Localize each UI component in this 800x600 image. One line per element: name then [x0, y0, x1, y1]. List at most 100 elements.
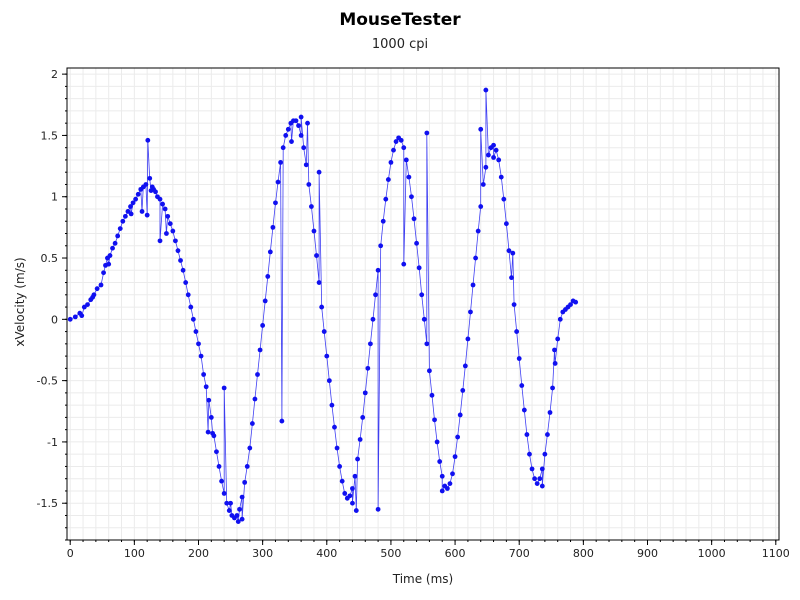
data-point — [427, 368, 432, 374]
data-point — [135, 191, 141, 197]
x-tick-label: 300 — [252, 547, 273, 560]
data-point — [260, 323, 266, 328]
data-point — [321, 329, 327, 334]
data-point — [303, 162, 309, 168]
data-point — [249, 421, 255, 426]
y-tick-label: 1 — [51, 191, 58, 204]
data-point — [139, 209, 145, 214]
data-point — [311, 228, 317, 234]
data-point — [550, 385, 555, 391]
x-tick-label: 700 — [509, 547, 530, 560]
data-point — [173, 238, 178, 244]
data-point — [362, 390, 368, 396]
data-point — [221, 491, 227, 496]
y-tick-label: -0.5 — [37, 375, 58, 388]
data-point — [107, 253, 113, 258]
chart-title: MouseTester — [339, 10, 461, 30]
data-point — [332, 424, 337, 430]
data-point — [457, 412, 463, 418]
data-point — [67, 316, 73, 322]
data-point — [450, 471, 455, 477]
data-point — [455, 434, 461, 440]
data-point — [285, 126, 291, 132]
data-point — [267, 249, 273, 255]
data-point — [424, 341, 430, 347]
data-point — [117, 226, 123, 232]
y-tick-label: -1.5 — [37, 497, 58, 510]
data-point — [319, 304, 325, 310]
data-point — [242, 479, 248, 485]
data-point — [279, 418, 285, 424]
data-point — [275, 179, 281, 185]
data-point — [316, 169, 322, 175]
data-point — [219, 478, 224, 484]
data-point — [375, 267, 381, 273]
data-point — [519, 383, 525, 388]
y-axis-label: xVelocity (m/s) — [13, 257, 27, 346]
data-point — [514, 329, 520, 334]
data-point — [185, 292, 191, 298]
data-point — [160, 201, 165, 207]
data-point — [352, 473, 358, 479]
data-point — [342, 491, 348, 496]
data-point — [403, 157, 409, 163]
data-point — [183, 280, 189, 285]
data-point — [203, 384, 209, 390]
data-point — [460, 388, 466, 393]
plot-frame — [66, 67, 780, 541]
x-tick-label: 600 — [445, 547, 466, 560]
data-point — [532, 476, 538, 482]
data-point — [283, 133, 289, 138]
data-point — [305, 120, 310, 126]
data-point — [221, 385, 227, 391]
data-point — [306, 182, 312, 187]
data-point — [478, 204, 484, 209]
y-tick-label: 1.5 — [41, 129, 59, 142]
data-point — [180, 267, 186, 273]
data-point — [462, 363, 468, 369]
data-point — [79, 313, 85, 319]
data-point — [416, 265, 422, 271]
data-point — [145, 137, 151, 143]
data-point — [273, 200, 278, 206]
data-point — [421, 316, 427, 322]
data-point — [178, 258, 183, 263]
data-point — [143, 182, 149, 187]
data-point — [380, 218, 386, 224]
x-tick-label: 500 — [380, 547, 401, 560]
data-point — [164, 231, 169, 236]
data-point — [509, 275, 514, 281]
axes: 0 100 200 300 400 500 600 700 800 900 1000 1100 -1.5… — [37, 67, 790, 560]
data-point — [226, 508, 232, 513]
data-point — [452, 454, 458, 460]
data-point — [157, 238, 163, 244]
data-point — [391, 147, 396, 153]
data-point — [106, 261, 112, 267]
data-point — [573, 299, 579, 305]
data-point — [239, 494, 245, 500]
data-point — [101, 270, 106, 276]
data-point — [110, 245, 115, 251]
data-point — [434, 439, 440, 445]
data-point — [252, 396, 258, 402]
data-point — [503, 221, 509, 227]
data-point — [157, 196, 163, 202]
x-tick-label: 100 — [124, 547, 145, 560]
data-point — [72, 314, 78, 320]
data-point — [355, 456, 360, 462]
data-point — [301, 145, 307, 151]
data-point — [278, 160, 283, 165]
data-point — [153, 189, 158, 195]
data-point — [483, 164, 489, 170]
data-point — [480, 182, 486, 187]
y-tick-label: 0.5 — [41, 252, 59, 265]
data-point — [398, 137, 404, 143]
y-tick-label: -1 — [47, 436, 58, 449]
data-point — [516, 356, 522, 361]
data-point — [216, 464, 222, 469]
data-point — [534, 481, 540, 487]
data-point — [193, 329, 199, 334]
data-point — [90, 294, 96, 300]
data-point — [350, 500, 355, 506]
data-point — [270, 224, 276, 230]
